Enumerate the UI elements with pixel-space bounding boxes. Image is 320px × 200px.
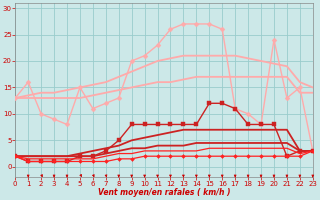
X-axis label: Vent moyen/en rafales ( km/h ): Vent moyen/en rafales ( km/h ) [98,188,230,197]
